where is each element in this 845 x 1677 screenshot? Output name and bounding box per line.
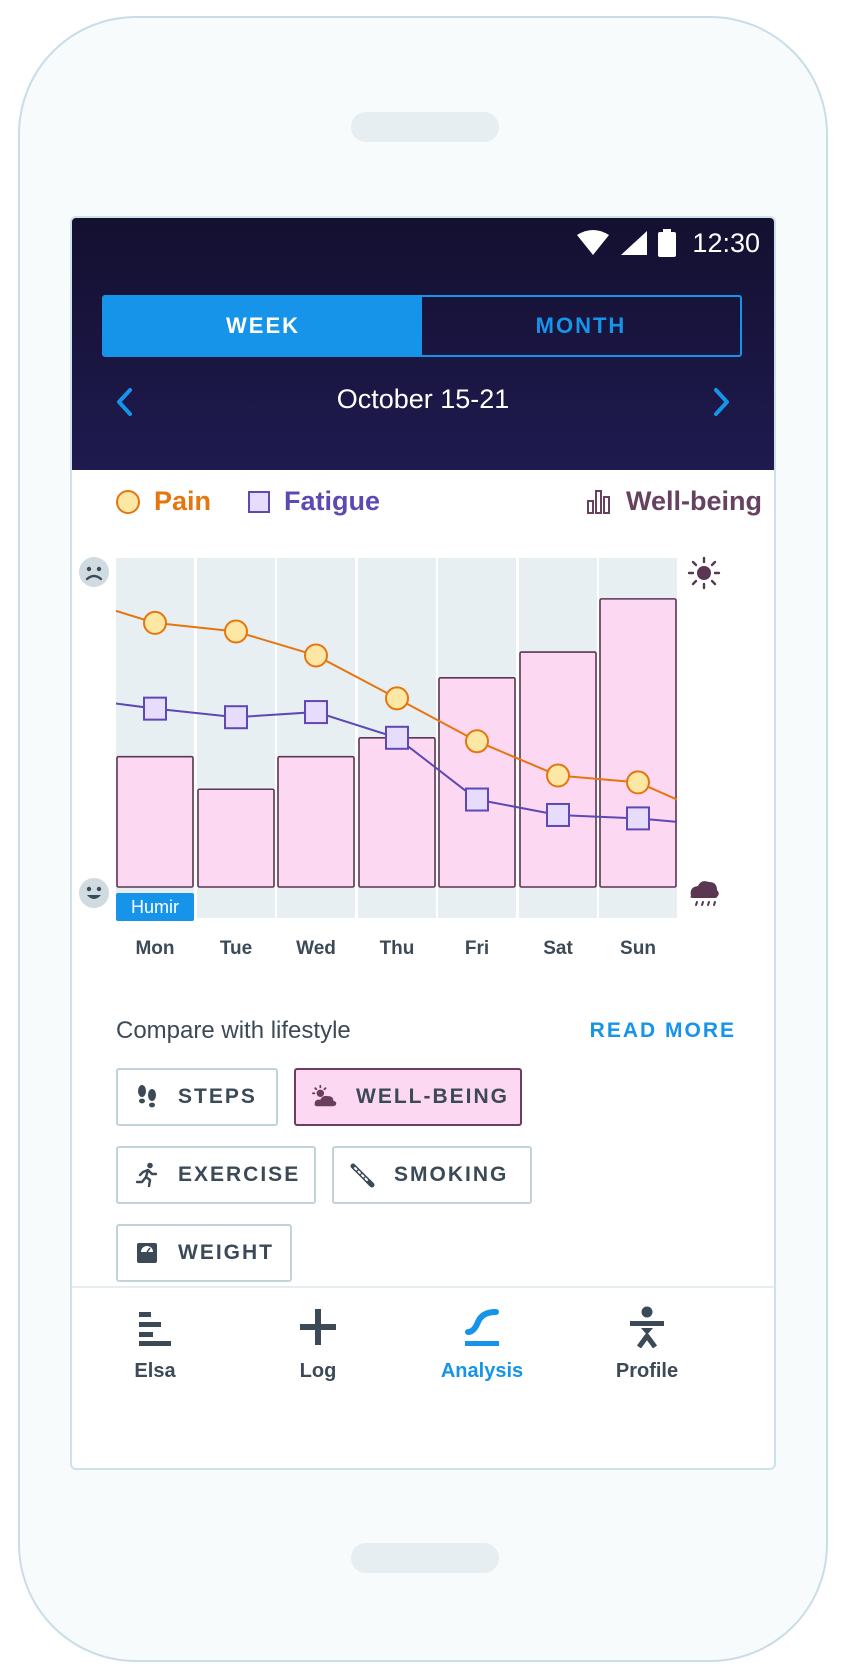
medication-badge-label: Humir [131,897,179,917]
bar-chart-icon [586,489,610,514]
fatigue-point [546,802,570,827]
bottom-speaker [351,1543,499,1573]
fatigue-point [304,700,328,725]
day-label: Thu [380,938,415,959]
pain-point [546,763,570,788]
fatigue-point [465,787,489,812]
wellbeing-bar [197,788,275,888]
tab-elsa[interactable]: Elsa [85,1306,225,1396]
battery-icon [658,229,677,257]
plus-icon [300,1309,336,1345]
compare-title: Compare with lifestyle [116,1017,351,1044]
earpiece-speaker [351,112,499,142]
day-label: Tue [220,938,252,959]
wellbeing-bar [438,676,516,888]
pain-point [143,610,167,635]
phone-frame: 12:30 WEEK MONTH October 15-21 Pain [18,16,828,1662]
tab-elsa-label: Elsa [134,1360,176,1382]
sad-face-icon [79,557,109,587]
month-tab[interactable]: MONTH [535,313,627,338]
storm-cloud-icon [690,881,719,906]
sun-cloud-icon [312,1084,338,1110]
chip-wellbeing[interactable]: WELL-BEING [294,1068,522,1126]
chip-steps-label: STEPS [178,1085,257,1108]
chip-steps[interactable]: STEPS [116,1068,278,1126]
elsa-bars-icon [139,1312,171,1346]
fatigue-point [143,696,167,721]
tab-log[interactable]: Log [248,1306,388,1396]
person-icon [630,1306,664,1348]
legend-wellbeing[interactable]: Well-being [586,486,762,517]
period-toggle: WEEK MONTH [102,295,742,357]
day-label: Wed [296,938,336,959]
chip-weight-label: WEIGHT [178,1241,274,1264]
status-time: 12:30 [692,227,760,258]
app-screen: 12:30 WEEK MONTH October 15-21 Pain [70,216,776,1470]
fatigue-point [626,806,650,831]
legend-wellbeing-label: Well-being [625,486,762,516]
date-navigator: October 15-21 [72,376,774,428]
tab-log-label: Log [299,1360,337,1382]
chevron-left-icon[interactable] [108,384,144,420]
day-label: Fri [465,938,489,959]
weekly-chart: Mon Tue Wed Thu Fri Sat Sun Humir [79,556,721,959]
legend-fatigue[interactable]: Fatigue [248,486,380,517]
tab-analysis-label: Analysis [440,1360,524,1382]
compare-header: Compare with lifestyle READ MORE [116,1013,736,1053]
legend-fatigue-label: Fatigue [284,486,381,516]
cigarette-icon [350,1162,376,1188]
wifi-icon [577,230,610,255]
pain-circle-icon [116,489,140,514]
day-label: Sun [620,938,656,959]
chip-weight[interactable]: WEIGHT [116,1224,292,1282]
wellbeing-bar [599,598,677,888]
happy-face-icon [79,878,109,908]
wellbeing-bar [277,755,355,888]
legend-pain-label: Pain [154,486,212,516]
pain-point [385,686,409,711]
tab-profile[interactable]: Profile [577,1306,717,1396]
chip-exercise[interactable]: EXERCISE [116,1146,316,1204]
day-label: Mon [135,938,174,959]
legend-pain[interactable]: Pain [116,486,211,517]
sun-icon [687,556,721,590]
medication-badge [116,893,194,921]
chip-exercise-label: EXERCISE [178,1163,301,1186]
chart-legend: Pain Fatigue Well-being [72,486,774,526]
wellbeing-bar [358,736,436,888]
fatigue-point [385,725,409,750]
chevron-right-icon[interactable] [702,384,738,420]
app-header: 12:30 WEEK MONTH October 15-21 [72,218,774,470]
wellbeing-bar [116,755,194,888]
fatigue-point [224,705,248,730]
footprints-icon [134,1084,160,1110]
bottom-tab-bar: Elsa Log Analysis [72,1286,774,1468]
week-tab[interactable]: WEEK [104,297,422,355]
pain-point [224,619,248,644]
scale-icon [134,1240,160,1266]
pain-point [304,643,328,668]
cellular-signal-icon [621,231,648,255]
pain-point [626,770,650,795]
date-range-label: October 15-21 [336,384,510,414]
chip-wellbeing-label: WELL-BEING [356,1085,509,1108]
read-more-link[interactable]: READ MORE [589,1019,736,1042]
status-bar: 12:30 [576,228,760,258]
analysis-curve-icon [465,1309,499,1346]
tab-profile-label: Profile [615,1360,679,1382]
day-label: Sat [543,938,573,959]
running-person-icon [134,1162,160,1188]
tab-analysis[interactable]: Analysis [412,1306,552,1396]
chip-smoking-label: SMOKING [394,1163,509,1186]
pain-point [465,729,489,754]
chip-smoking[interactable]: SMOKING [332,1146,532,1204]
fatigue-square-icon [248,490,270,513]
